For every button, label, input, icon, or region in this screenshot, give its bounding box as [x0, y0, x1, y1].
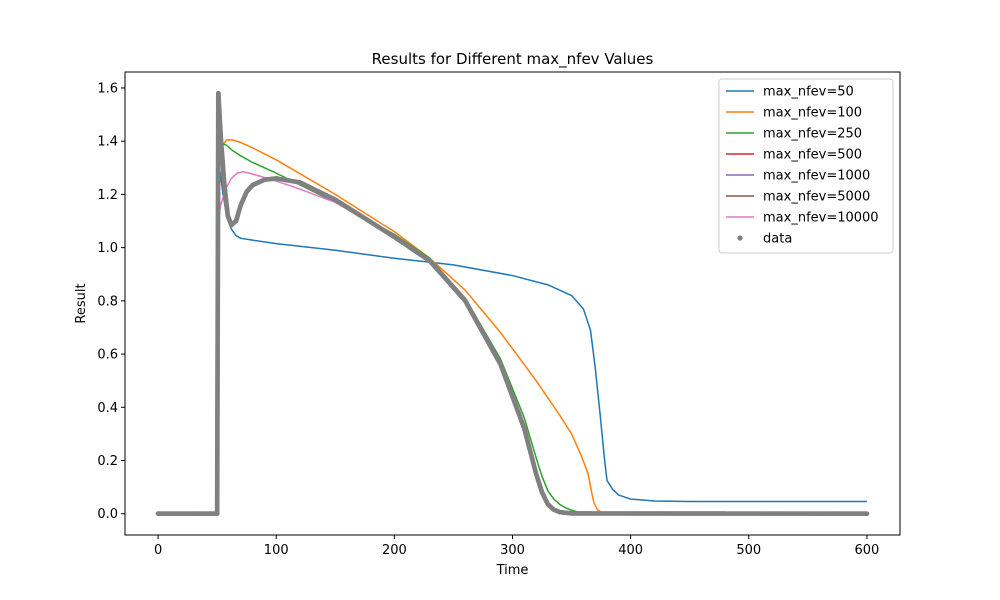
- series-points-data: [155, 90, 870, 517]
- x-tick-label: 200: [382, 543, 407, 558]
- y-tick-label: 0.8: [97, 294, 118, 309]
- legend-label-max-nfev-50: max_nfev=50: [763, 85, 854, 100]
- legend-label-data: data: [763, 232, 792, 247]
- legend-label-max-nfev-1000: max_nfev=1000: [763, 169, 870, 184]
- chart-title: Results for Different max_nfev Values: [372, 50, 654, 69]
- y-tick-label: 0.4: [97, 401, 118, 416]
- legend-label-max-nfev-10000: max_nfev=10000: [763, 211, 879, 226]
- legend-box: [718, 78, 894, 254]
- y-tick-label: 1.2: [97, 188, 118, 203]
- legend-label-max-nfev-100: max_nfev=100: [763, 106, 862, 121]
- legend-label-max-nfev-500: max_nfev=500: [763, 148, 862, 163]
- data-point: [864, 511, 870, 517]
- x-tick-label: 0: [154, 543, 162, 558]
- x-tick-label: 600: [855, 543, 880, 558]
- x-tick-label: 300: [500, 543, 525, 558]
- x-tick-label: 400: [618, 543, 643, 558]
- y-tick-label: 1.0: [97, 241, 118, 256]
- x-tick-label: 500: [736, 543, 761, 558]
- series-line-max-nfev-100: [158, 139, 867, 515]
- y-tick-label: 0.2: [97, 454, 118, 469]
- y-tick-label: 0.0: [97, 507, 118, 522]
- legend: max_nfev=50 max_nfev=100 max_nfev=250 max_n…: [718, 78, 894, 254]
- x-axis-ticks: 0 100 200 300 400 500 600: [154, 535, 879, 558]
- y-tick-label: 1.6: [97, 81, 118, 96]
- x-axis-label: Time: [496, 563, 529, 578]
- y-axis-ticks: 0.0 0.2 0.4 0.6 0.8 1.0 1.2 1.4 1.6: [97, 81, 125, 522]
- x-tick-label: 100: [264, 543, 289, 558]
- legend-swatch-data: [737, 235, 743, 241]
- y-axis-label: Result: [74, 283, 89, 323]
- legend-label-max-nfev-250: max_nfev=250: [763, 127, 862, 142]
- legend-label-max-nfev-5000: max_nfev=5000: [763, 190, 870, 205]
- plot-area: [124, 71, 901, 536]
- y-tick-label: 0.6: [97, 348, 118, 363]
- y-tick-label: 1.4: [97, 135, 118, 150]
- series-layer: [155, 90, 870, 517]
